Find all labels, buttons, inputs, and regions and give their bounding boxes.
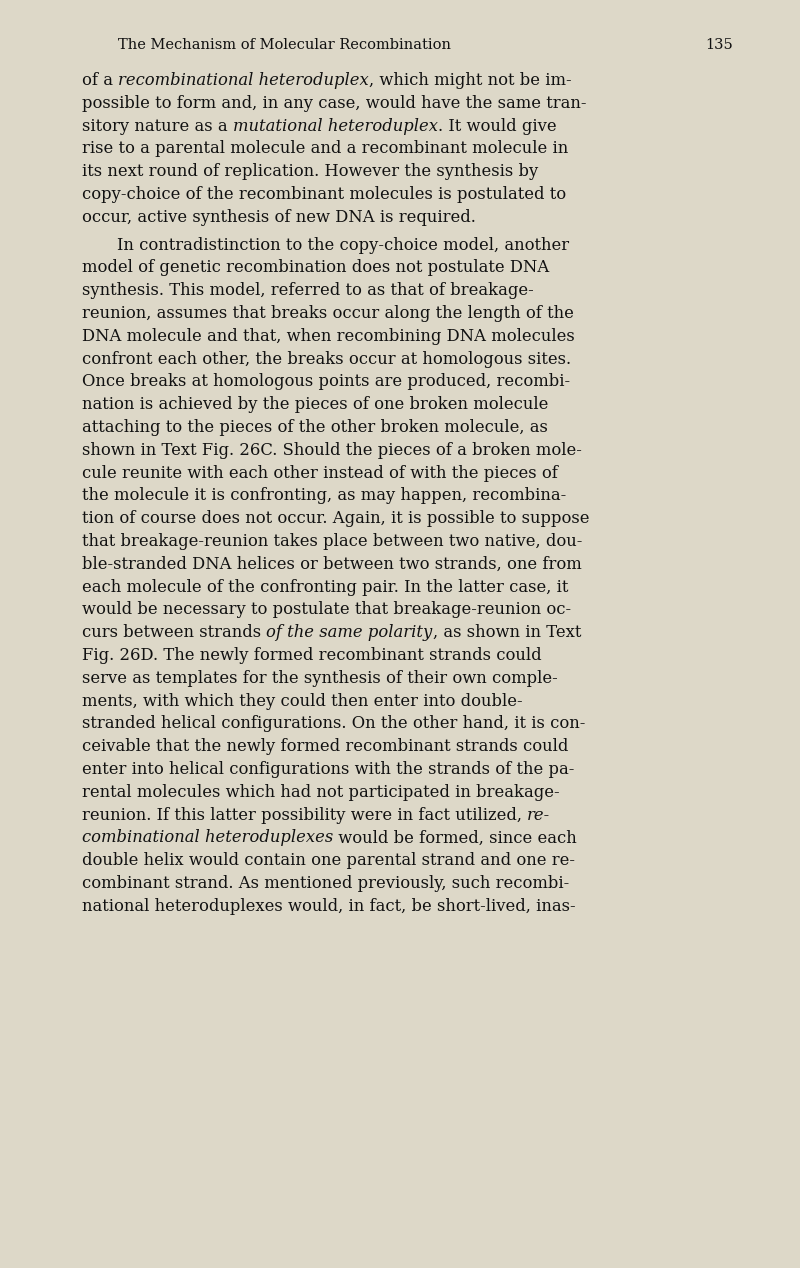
Text: tion of course does not occur. Again, it is possible to suppose: tion of course does not occur. Again, it… (82, 510, 590, 527)
Text: Once breaks at homologous points are produced, recombi-: Once breaks at homologous points are pro… (82, 373, 570, 391)
Text: recombinational heteroduplex: recombinational heteroduplex (118, 72, 369, 89)
Text: , which might not be im-: , which might not be im- (369, 72, 572, 89)
Text: enter into helical configurations with the strands of the pa-: enter into helical configurations with t… (82, 761, 574, 779)
Text: , as shown in Text: , as shown in Text (433, 624, 581, 642)
Text: reunion. If this latter possibility were in fact utilized,: reunion. If this latter possibility were… (82, 806, 527, 824)
Text: model of genetic recombination does not postulate DNA: model of genetic recombination does not … (82, 260, 550, 276)
Text: Fig. 26D. The newly formed recombinant strands could: Fig. 26D. The newly formed recombinant s… (82, 647, 542, 664)
Text: the molecule it is confronting, as may happen, recombina-: the molecule it is confronting, as may h… (82, 487, 566, 505)
Text: mutational heteroduplex: mutational heteroduplex (233, 118, 438, 134)
Text: possible to form and, in any case, would have the same tran-: possible to form and, in any case, would… (82, 95, 586, 112)
Text: its next round of replication. However the synthesis by: its next round of replication. However t… (82, 164, 538, 180)
Text: combinational heteroduplexes: combinational heteroduplexes (82, 829, 334, 847)
Text: of a: of a (82, 72, 118, 89)
Text: sitory nature as a: sitory nature as a (82, 118, 233, 134)
Text: rise to a parental molecule and a recombinant molecule in: rise to a parental molecule and a recomb… (82, 141, 568, 157)
Text: occur, active synthesis of new DNA is required.: occur, active synthesis of new DNA is re… (82, 209, 476, 226)
Text: ments, with which they could then enter into double-: ments, with which they could then enter … (82, 692, 522, 710)
Text: curs between strands: curs between strands (82, 624, 266, 642)
Text: reunion, assumes that breaks occur along the length of the: reunion, assumes that breaks occur along… (82, 306, 574, 322)
Text: serve as templates for the synthesis of their own comple-: serve as templates for the synthesis of … (82, 670, 558, 687)
Text: would be necessary to postulate that breakage-reunion oc-: would be necessary to postulate that bre… (82, 601, 571, 619)
Text: rental molecules which had not participated in breakage-: rental molecules which had not participa… (82, 784, 560, 801)
Text: In contradistinction to the copy-choice model, another: In contradistinction to the copy-choice … (117, 237, 569, 254)
Text: DNA molecule and that, when recombining DNA molecules: DNA molecule and that, when recombining … (82, 328, 574, 345)
Text: stranded helical configurations. On the other hand, it is con-: stranded helical configurations. On the … (82, 715, 586, 733)
Text: double helix would contain one parental strand and one re-: double helix would contain one parental … (82, 852, 575, 869)
Text: synthesis. This model, referred to as that of breakage-: synthesis. This model, referred to as th… (82, 283, 534, 299)
Text: ble-stranded DNA helices or between two strands, one from: ble-stranded DNA helices or between two … (82, 555, 582, 573)
Text: The Mechanism of Molecular Recombination: The Mechanism of Molecular Recombination (118, 38, 451, 52)
Text: 135: 135 (705, 38, 733, 52)
Text: shown in Text Fig. 26C. Should the pieces of a broken mole-: shown in Text Fig. 26C. Should the piece… (82, 441, 582, 459)
Text: re-: re- (527, 806, 550, 824)
Text: copy-choice of the recombinant molecules is postulated to: copy-choice of the recombinant molecules… (82, 186, 566, 203)
Text: combinant strand. As mentioned previously, such recombi-: combinant strand. As mentioned previousl… (82, 875, 570, 891)
Text: would be formed, since each: would be formed, since each (334, 829, 577, 847)
Text: ceivable that the newly formed recombinant strands could: ceivable that the newly formed recombina… (82, 738, 568, 756)
Text: each molecule of the confronting pair. In the latter case, it: each molecule of the confronting pair. I… (82, 578, 568, 596)
Text: of the same polarity: of the same polarity (266, 624, 433, 642)
Text: confront each other, the breaks occur at homologous sites.: confront each other, the breaks occur at… (82, 350, 571, 368)
Text: . It would give: . It would give (438, 118, 557, 134)
Text: attaching to the pieces of the other broken molecule, as: attaching to the pieces of the other bro… (82, 418, 548, 436)
Text: cule reunite with each other instead of with the pieces of: cule reunite with each other instead of … (82, 464, 558, 482)
Text: nation is achieved by the pieces of one broken molecule: nation is achieved by the pieces of one … (82, 396, 548, 413)
Text: national heteroduplexes would, in fact, be short-lived, inas-: national heteroduplexes would, in fact, … (82, 898, 576, 914)
Text: that breakage-reunion takes place between two native, dou-: that breakage-reunion takes place betwee… (82, 533, 582, 550)
